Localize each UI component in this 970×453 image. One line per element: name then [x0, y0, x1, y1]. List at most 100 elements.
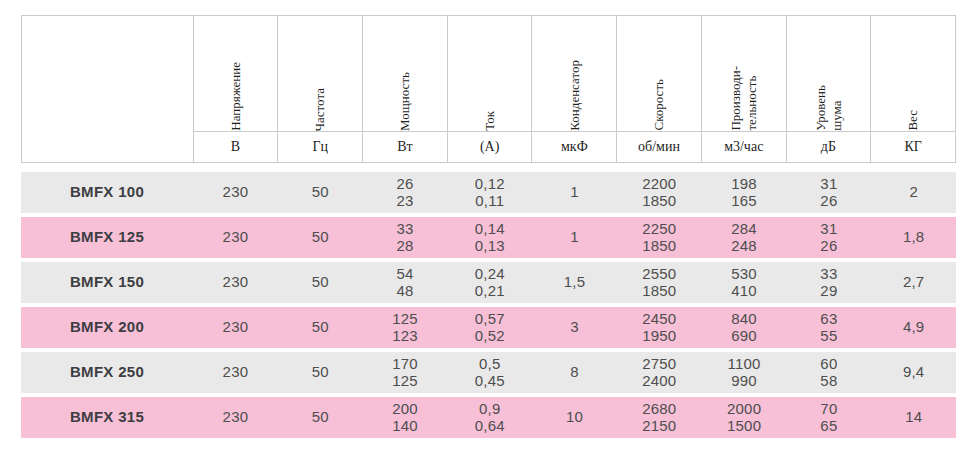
table-cell: 230	[193, 352, 278, 393]
table-cell: 0,57 0,52	[447, 307, 532, 348]
table-row: BMFX 1002305026 230,12 0,1112200 1850198…	[21, 172, 956, 213]
table-cell: 0,24 0,21	[447, 262, 532, 303]
table-cell: 31 26	[787, 217, 872, 258]
table-cell: 2680 2150	[617, 397, 702, 438]
unit-voltage: В	[194, 131, 279, 162]
unit-speed: об/мин	[617, 131, 702, 162]
table-cell: 2	[871, 172, 956, 213]
table-cell: 530 410	[702, 262, 787, 303]
column-header-current: Ток	[448, 16, 533, 131]
model-name: BMFX 125	[21, 217, 193, 258]
table-cell: 50	[278, 217, 363, 258]
model-name: BMFX 200	[21, 307, 193, 348]
table-cell: 0,9 0,64	[447, 397, 532, 438]
unit-airflow: м3/час	[702, 131, 787, 162]
table-cell: 0,12 0,11	[447, 172, 532, 213]
table-cell: 2,7	[871, 262, 956, 303]
table-cell: 230	[193, 217, 278, 258]
table-cell: 50	[278, 397, 363, 438]
table-cell: 60 58	[787, 352, 872, 393]
model-name: BMFX 315	[21, 397, 193, 438]
column-header-speed: Скорость	[617, 16, 702, 131]
column-header-noise: Уровень шума	[787, 16, 872, 131]
column-label: Напряжение	[228, 55, 244, 131]
table-cell: 230	[193, 172, 278, 213]
table-cell: 10	[532, 397, 617, 438]
table-cell: 2250 1850	[617, 217, 702, 258]
table-header: Напряжение Частота Мощность Ток Конденса…	[21, 15, 956, 163]
table-cell: 200 140	[363, 397, 448, 438]
table-row: BMFX 1502305054 480,24 0,211,52550 18505…	[21, 262, 956, 303]
table-cell: 1	[532, 172, 617, 213]
table-cell: 1,8	[871, 217, 956, 258]
column-header-airflow: Производи- тельность	[702, 16, 787, 131]
table-row: BMFX 20023050125 1230,57 0,5232450 19508…	[21, 307, 956, 348]
table-cell: 198 165	[702, 172, 787, 213]
table-cell: 70 65	[787, 397, 872, 438]
table-cell: 230	[193, 397, 278, 438]
table-cell: 8	[532, 352, 617, 393]
table-cell: 50	[278, 352, 363, 393]
model-name: BMFX 250	[21, 352, 193, 393]
table-cell: 26 23	[363, 172, 448, 213]
table-cell: 2550 1850	[617, 262, 702, 303]
column-header-voltage: Напряжение	[194, 16, 279, 131]
model-name: BMFX 150	[21, 262, 193, 303]
column-label: Конденсатор	[567, 53, 583, 131]
column-label: Уровень шума	[813, 78, 844, 131]
column-header-weight: Вес	[871, 16, 955, 131]
table-cell: 50	[278, 172, 363, 213]
table-cell: 3	[532, 307, 617, 348]
table-row: BMFX 31523050200 1400,9 0,64102680 21502…	[21, 397, 956, 438]
column-header-capacitor: Конденсатор	[532, 16, 617, 131]
table-cell: 230	[193, 262, 278, 303]
column-label: Вес	[905, 103, 921, 131]
table-cell: 840 690	[702, 307, 787, 348]
column-header-power: Мощность	[363, 16, 448, 131]
table-cell: 0,14 0,13	[447, 217, 532, 258]
table-cell: 1	[532, 217, 617, 258]
column-label: Производи- тельность	[728, 59, 759, 131]
table-cell: 50	[278, 262, 363, 303]
unit-current: (А)	[448, 131, 533, 162]
spec-table: Напряжение Частота Мощность Ток Конденса…	[21, 15, 956, 438]
column-label: Ток	[482, 104, 498, 131]
table-cell: 1,5	[532, 262, 617, 303]
table-body: BMFX 1002305026 230,12 0,1112200 1850198…	[21, 172, 956, 438]
units-empty-cell	[22, 131, 194, 162]
unit-frequency: Гц	[278, 131, 363, 162]
table-cell: 230	[193, 307, 278, 348]
header-label-row: Напряжение Частота Мощность Ток Конденса…	[22, 16, 955, 131]
table-cell: 2000 1500	[702, 397, 787, 438]
unit-noise: дБ	[787, 131, 872, 162]
table-cell: 0,5 0,45	[447, 352, 532, 393]
table-cell: 50	[278, 307, 363, 348]
column-label: Скорость	[651, 72, 667, 131]
table-row: BMFX 1252305033 280,14 0,1312250 1850284…	[21, 217, 956, 258]
table-cell: 4,9	[871, 307, 956, 348]
header-units-row: В Гц Вт (А) мкФ об/мин м3/час дБ КГ	[22, 131, 955, 162]
model-name: BMFX 100	[21, 172, 193, 213]
table-cell: 125 123	[363, 307, 448, 348]
table-cell: 33 29	[787, 262, 872, 303]
table-cell: 31 26	[787, 172, 872, 213]
column-header-frequency: Частота	[278, 16, 363, 131]
table-cell: 2200 1850	[617, 172, 702, 213]
table-cell: 54 48	[363, 262, 448, 303]
table-cell: 170 125	[363, 352, 448, 393]
column-label: Мощность	[397, 65, 413, 131]
unit-weight: КГ	[871, 131, 955, 162]
header-empty-cell	[22, 16, 194, 131]
table-cell: 63 55	[787, 307, 872, 348]
table-cell: 14	[871, 397, 956, 438]
table-cell: 2750 2400	[617, 352, 702, 393]
column-label: Частота	[312, 81, 328, 131]
table-cell: 1100 990	[702, 352, 787, 393]
table-cell: 9,4	[871, 352, 956, 393]
page: Напряжение Частота Мощность Ток Конденса…	[0, 0, 970, 453]
table-cell: 2450 1950	[617, 307, 702, 348]
table-row: BMFX 25023050170 1250,5 0,4582750 240011…	[21, 352, 956, 393]
unit-power: Вт	[363, 131, 448, 162]
table-cell: 33 28	[363, 217, 448, 258]
unit-capacitor: мкФ	[532, 131, 617, 162]
